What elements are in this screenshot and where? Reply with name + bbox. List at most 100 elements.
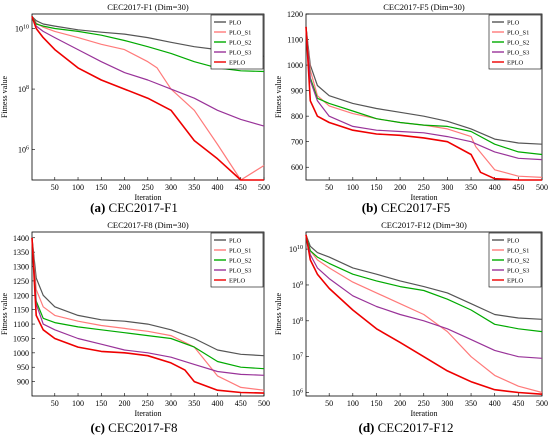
x-axis-label-d: Iteration [410, 409, 437, 418]
legend-label-d-2: PLO_S2 [507, 258, 529, 265]
x-tick-label-a-250: 250 [142, 183, 154, 192]
caption-a-text: CEC2017-F1 [105, 200, 178, 215]
x-tick-label-a-350: 350 [188, 183, 200, 192]
x-tick-label-a-300: 300 [165, 183, 177, 192]
chart-title-a: CEC2017-F1 (Dim=30) [107, 2, 189, 12]
x-tick-label-c-500: 500 [258, 399, 270, 408]
series-line-b-plo [305, 26, 543, 145]
y-tick-label-b-5: 1100 [287, 36, 303, 45]
x-tick-label-d-300: 300 [441, 399, 453, 408]
x-tick-label-a-400: 400 [212, 183, 224, 192]
chart-title-d: CEC2017-F12 (Dim=30) [381, 220, 467, 230]
legend-label-d-4: EPLO [507, 278, 524, 285]
y-tick-label-b-4: 1000 [287, 61, 303, 70]
series-line-c-eplo [31, 237, 265, 394]
y-tick-label-b-6: 1200 [287, 10, 303, 19]
x-tick-label-c-150: 150 [95, 399, 107, 408]
x-tick-label-a-150: 150 [95, 183, 107, 192]
x-tick-label-c-300: 300 [165, 399, 177, 408]
y-axis-label-d: Fitness value [274, 293, 283, 335]
legend-label-c-2: PLO_S2 [229, 258, 251, 265]
y-tick-label-a-0: 106 [18, 146, 29, 155]
x-axis-label-a: Iteration [134, 193, 161, 202]
y-tick-label-c-2: 1000 [13, 349, 29, 358]
caption-b-text: CEC2017-F5 [377, 200, 451, 215]
x-tick-label-d-150: 150 [370, 399, 382, 408]
y-tick-label-c-8: 1300 [13, 263, 29, 272]
series-line-d-plo-s2 [305, 234, 543, 333]
caption-b: (b) CEC2017-F5 [306, 200, 506, 216]
x-tick-label-b-150: 150 [370, 183, 382, 192]
series-line-c-plo-s1 [31, 237, 265, 391]
x-tick-label-d-350: 350 [465, 399, 477, 408]
x-tick-label-a-200: 200 [119, 183, 131, 192]
x-tick-label-d-500: 500 [536, 399, 548, 408]
y-tick-label-d-3: 109 [292, 281, 303, 290]
series-line-a-eplo [31, 16, 264, 181]
chart-title-c: CEC2017-F8 (Dim=30) [107, 220, 189, 230]
x-tick-label-c-250: 250 [142, 399, 154, 408]
y-tick-label-b-1: 700 [291, 138, 303, 147]
y-tick-label-c-10: 1400 [13, 234, 29, 243]
legend-b: PLO PLO_S1 PLO_S2 PLO_S3 EPLO [488, 14, 542, 70]
x-tick-label-d-450: 450 [512, 399, 524, 408]
y-tick-label-d-4: 1010 [289, 245, 303, 254]
y-tick-label-b-2: 800 [291, 112, 303, 121]
y-tick-label-c-4: 1100 [13, 320, 29, 329]
x-tick-label-c-50: 50 [51, 399, 59, 408]
x-tick-label-a-100: 100 [72, 183, 84, 192]
x-tick-label-c-400: 400 [212, 399, 224, 408]
x-tick-label-b-450: 450 [512, 183, 524, 192]
y-tick-label-b-3: 900 [291, 87, 303, 96]
x-tick-label-c-200: 200 [119, 399, 131, 408]
legend-label-b-1: PLO_S1 [507, 30, 529, 37]
series-line-d-eplo [305, 234, 543, 395]
legend-c: PLO PLO_S1 PLO_S2 PLO_S3 EPLO [210, 232, 264, 288]
legend-d: PLO PLO_S1 PLO_S2 PLO_S3 EPLO [488, 232, 542, 288]
x-tick-label-b-50: 50 [325, 183, 333, 192]
caption-b-letter: (b) [361, 200, 378, 215]
y-axis-label-b: Fitness value [274, 76, 283, 118]
legend-label-b-4: EPLO [507, 60, 524, 67]
x-tick-label-d-250: 250 [418, 399, 430, 408]
x-axis-label-b: Iteration [410, 193, 437, 202]
legend-label-a-4: EPLO [229, 60, 246, 67]
x-tick-label-c-100: 100 [72, 399, 84, 408]
y-tick-label-a-1: 108 [18, 85, 29, 94]
series-line-b-eplo [305, 26, 542, 181]
legend-label-a-0: PLO [229, 20, 242, 27]
caption-c-letter: (c) [90, 420, 105, 435]
chart-b: 50 100 150 200 250 300 350 400 450 500 600 700 800 90… [274, 2, 548, 202]
x-tick-label-d-100: 100 [347, 399, 359, 408]
x-tick-label-b-250: 250 [418, 183, 430, 192]
y-tick-label-b-0: 600 [291, 163, 303, 172]
x-tick-label-d-50: 50 [325, 399, 333, 408]
chart-a: 50 100 150 200 250 300 350 400 450 500 106 108 1010 C… [0, 2, 270, 202]
chart-d: 50 100 150 200 250 300 350 400 450 500 106 107 108 10… [274, 220, 548, 418]
series-line-b-plo-s2 [305, 26, 543, 156]
y-tick-label-c-5: 1150 [13, 306, 29, 315]
x-tick-label-d-400: 400 [489, 399, 501, 408]
y-tick-label-c-1: 950 [17, 363, 29, 372]
legend-label-b-2: PLO_S2 [507, 40, 529, 47]
chart-c: 50 100 150 200 250 300 350 400 450 500 900 950 1000 1… [0, 220, 270, 418]
caption-d-letter: (d) [358, 420, 375, 435]
legend-label-b-0: PLO [507, 20, 520, 27]
y-tick-label-d-1: 107 [292, 353, 303, 362]
series-line-a-plo-s3 [31, 16, 265, 127]
x-tick-label-a-450: 450 [235, 183, 247, 192]
x-tick-label-b-200: 200 [394, 183, 406, 192]
legend-label-c-3: PLO_S3 [229, 268, 251, 275]
x-axis-label-c: Iteration [134, 409, 161, 418]
y-tick-label-c-7: 1250 [13, 277, 29, 286]
series-line-d-plo-s1 [305, 234, 543, 394]
x-tick-label-a-50: 50 [51, 183, 59, 192]
series-line-b-plo-s3 [305, 26, 543, 161]
x-tick-label-c-450: 450 [235, 399, 247, 408]
series-line-d-plo [305, 234, 543, 320]
caption-d: (d) CEC2017-F12 [306, 420, 506, 436]
caption-d-text: CEC2017-F12 [374, 420, 454, 435]
x-tick-label-b-500: 500 [536, 183, 548, 192]
legend-a: PLO PLO_S1 PLO_S2 PLO_S3 EPLO [210, 14, 264, 70]
